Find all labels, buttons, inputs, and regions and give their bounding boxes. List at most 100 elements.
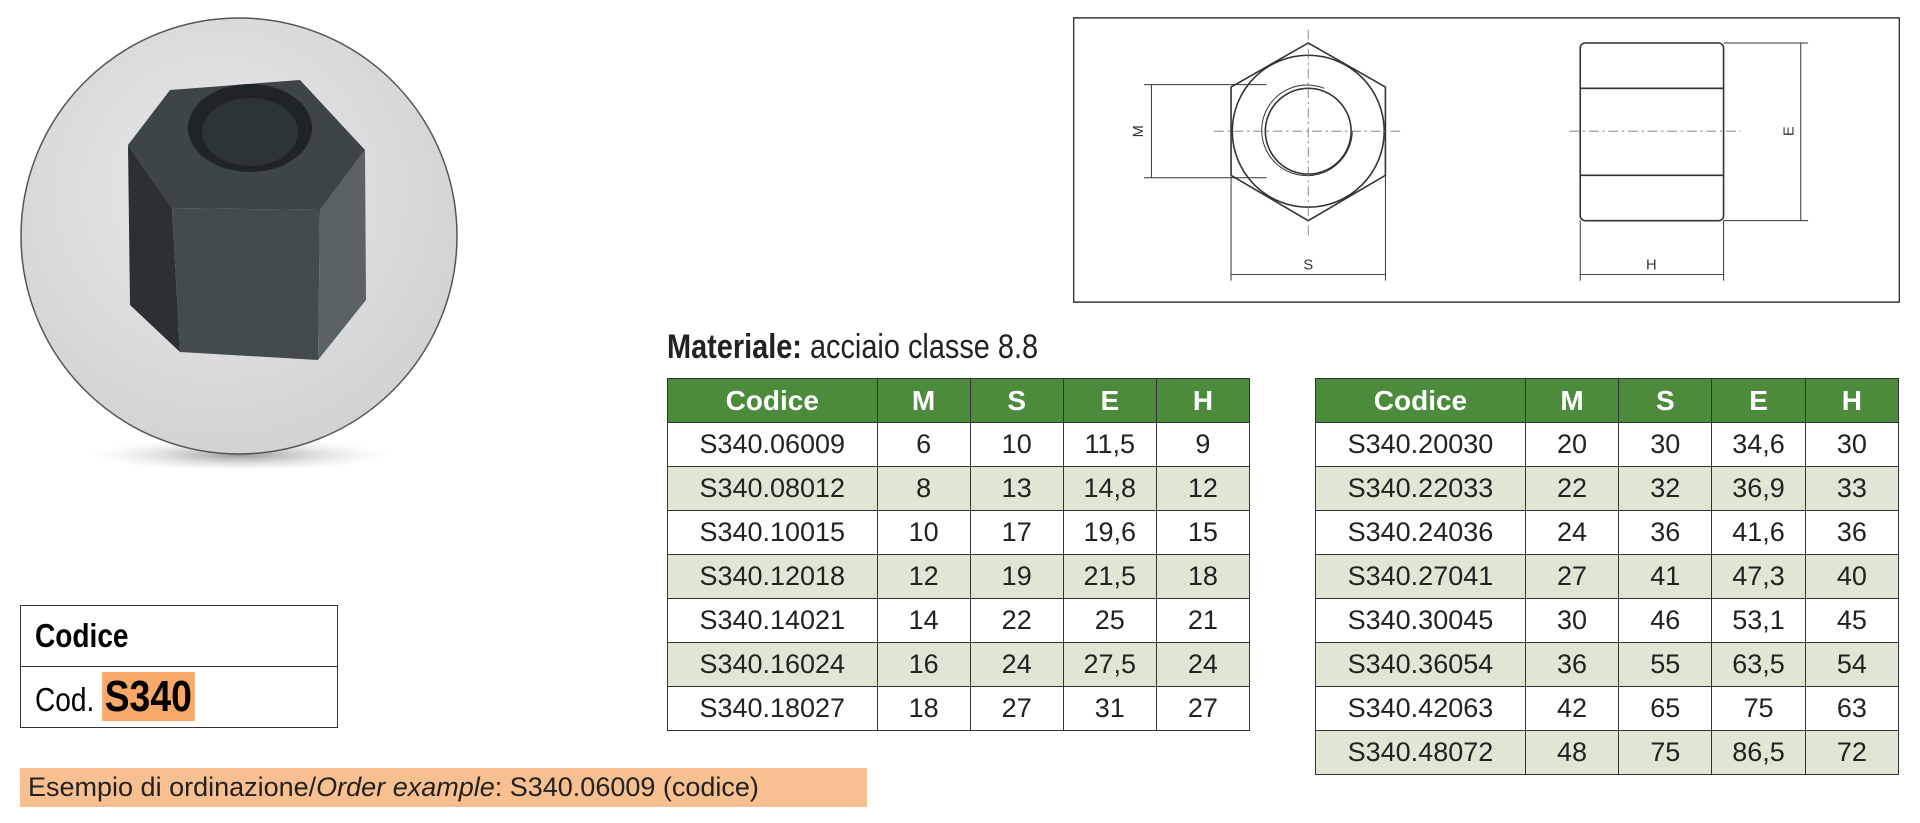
value-cell: 86,5 xyxy=(1711,730,1806,775)
value-cell: 34,6 xyxy=(1711,422,1806,467)
technical-drawing: M S E H xyxy=(1073,17,1900,303)
column-header: Codice xyxy=(667,378,878,423)
value-cell: 63,5 xyxy=(1711,642,1806,687)
code-cell: S340.22033 xyxy=(1315,466,1526,511)
value-cell: 8 xyxy=(876,466,971,511)
value-cell: 27 xyxy=(969,686,1064,731)
value-cell: 16 xyxy=(876,642,971,687)
code-cell: S340.27041 xyxy=(1315,554,1526,599)
table-row: S340.12018 12 19 21,5 18 xyxy=(667,554,1251,599)
value-cell: 9 xyxy=(1155,422,1251,467)
value-cell: 72 xyxy=(1804,730,1900,775)
value-cell: 27 xyxy=(1155,686,1251,731)
table-row: S340.16024 16 24 27,5 24 xyxy=(667,642,1251,687)
value-cell: 75 xyxy=(1618,730,1713,775)
material-label: Materiale: xyxy=(667,328,802,366)
value-cell: 33 xyxy=(1804,466,1900,511)
value-cell: 12 xyxy=(876,554,971,599)
value-cell: 36 xyxy=(1524,642,1620,687)
code-cell: S340.24036 xyxy=(1315,510,1526,555)
value-cell: 32 xyxy=(1618,466,1713,511)
value-cell: 65 xyxy=(1618,686,1713,731)
code-cell: S340.48072 xyxy=(1315,730,1526,775)
column-header: M xyxy=(876,378,971,423)
code-row: Cod. S340 xyxy=(20,666,338,728)
code-cell: S340.36054 xyxy=(1315,642,1526,687)
column-header: S xyxy=(1618,378,1713,423)
value-cell: 75 xyxy=(1711,686,1806,731)
table-row: S340.48072 48 75 86,5 72 xyxy=(1315,730,1900,775)
table-row: S340.22033 22 32 36,9 33 xyxy=(1315,466,1900,511)
dim-label: M xyxy=(1131,125,1147,137)
value-cell: 18 xyxy=(876,686,971,731)
code-cell: S340.42063 xyxy=(1315,686,1526,731)
order-value: : S340.06009 (codice) xyxy=(494,772,759,802)
code-line: Cod. S340 xyxy=(35,672,195,722)
value-cell: 48 xyxy=(1524,730,1620,775)
value-cell: 55 xyxy=(1618,642,1713,687)
spec-table: Codice M S E H S340.06009 6 10 11,5 9 S340.08012 8 1… xyxy=(667,378,1251,731)
value-cell: 17 xyxy=(969,510,1064,555)
table-row: S340.24036 24 36 41,6 36 xyxy=(1315,510,1900,555)
code-cell: S340.30045 xyxy=(1315,598,1526,643)
material: Materiale: acciaio classe 8.8 xyxy=(667,328,1038,367)
dim-label: H xyxy=(1646,258,1657,274)
column-header: S xyxy=(969,378,1064,423)
value-cell: 36 xyxy=(1804,510,1900,555)
value-cell: 45 xyxy=(1804,598,1900,643)
value-cell: 54 xyxy=(1804,642,1900,687)
code-box: Codice Cod. S340 xyxy=(20,605,338,728)
code-cell: S340.12018 xyxy=(667,554,878,599)
value-cell: 53,1 xyxy=(1711,598,1806,643)
table-row: S340.06009 6 10 11,5 9 xyxy=(667,422,1251,467)
table-row: S340.08012 8 13 14,8 12 xyxy=(667,466,1251,511)
header-row: Codice M S E H xyxy=(667,378,1251,423)
code: S340 xyxy=(102,672,195,721)
value-cell: 41 xyxy=(1618,554,1713,599)
code-cell: S340.08012 xyxy=(667,466,878,511)
value-cell: 41,6 xyxy=(1711,510,1806,555)
value-cell: 20 xyxy=(1524,422,1620,467)
code-header: Codice xyxy=(20,605,338,667)
value-cell: 24 xyxy=(1155,642,1251,687)
value-cell: 30 xyxy=(1618,422,1713,467)
order-label: Esempio di ordinazione/ xyxy=(28,772,317,802)
dim-label: S xyxy=(1303,258,1313,274)
table-row: S340.27041 27 41 47,3 40 xyxy=(1315,554,1900,599)
value-cell: 18 xyxy=(1155,554,1251,599)
value-cell: 47,3 xyxy=(1711,554,1806,599)
code-cell: S340.14021 xyxy=(667,598,878,643)
spec-table: Codice M S E H S340.20030 20 30 34,6 30 S340.22033… xyxy=(1315,378,1900,775)
code-cell: S340.18027 xyxy=(667,686,878,731)
value-cell: 19,6 xyxy=(1062,510,1157,555)
code-prefix: Cod. xyxy=(35,681,95,718)
value-cell: 22 xyxy=(1524,466,1620,511)
value-cell: 21,5 xyxy=(1062,554,1157,599)
code-cell: S340.16024 xyxy=(667,642,878,687)
value-cell: 6 xyxy=(876,422,971,467)
column-header: E xyxy=(1711,378,1806,423)
order-label-en: Order example xyxy=(316,772,495,802)
value-cell: 24 xyxy=(1524,510,1620,555)
table-row: S340.18027 18 27 31 27 xyxy=(667,686,1251,731)
material-value: acciaio classe 8.8 xyxy=(809,328,1039,366)
value-cell: 22 xyxy=(969,598,1064,643)
value-cell: 14 xyxy=(876,598,971,643)
header-row: Codice M S E H xyxy=(1315,378,1900,423)
value-cell: 30 xyxy=(1804,422,1900,467)
value-cell: 27,5 xyxy=(1062,642,1157,687)
value-cell: 27 xyxy=(1524,554,1620,599)
value-cell: 30 xyxy=(1524,598,1620,643)
table-row: S340.30045 30 46 53,1 45 xyxy=(1315,598,1900,643)
code-header-text: Codice xyxy=(35,617,129,654)
column-header: E xyxy=(1062,378,1157,423)
value-cell: 10 xyxy=(969,422,1064,467)
value-cell: 36 xyxy=(1618,510,1713,555)
dim-label: E xyxy=(1781,126,1797,136)
column-header: H xyxy=(1804,378,1900,423)
value-cell: 14,8 xyxy=(1062,466,1157,511)
value-cell: 10 xyxy=(876,510,971,555)
table-row: S340.20030 20 30 34,6 30 xyxy=(1315,422,1900,467)
table-row: S340.10015 10 17 19,6 15 xyxy=(667,510,1251,555)
